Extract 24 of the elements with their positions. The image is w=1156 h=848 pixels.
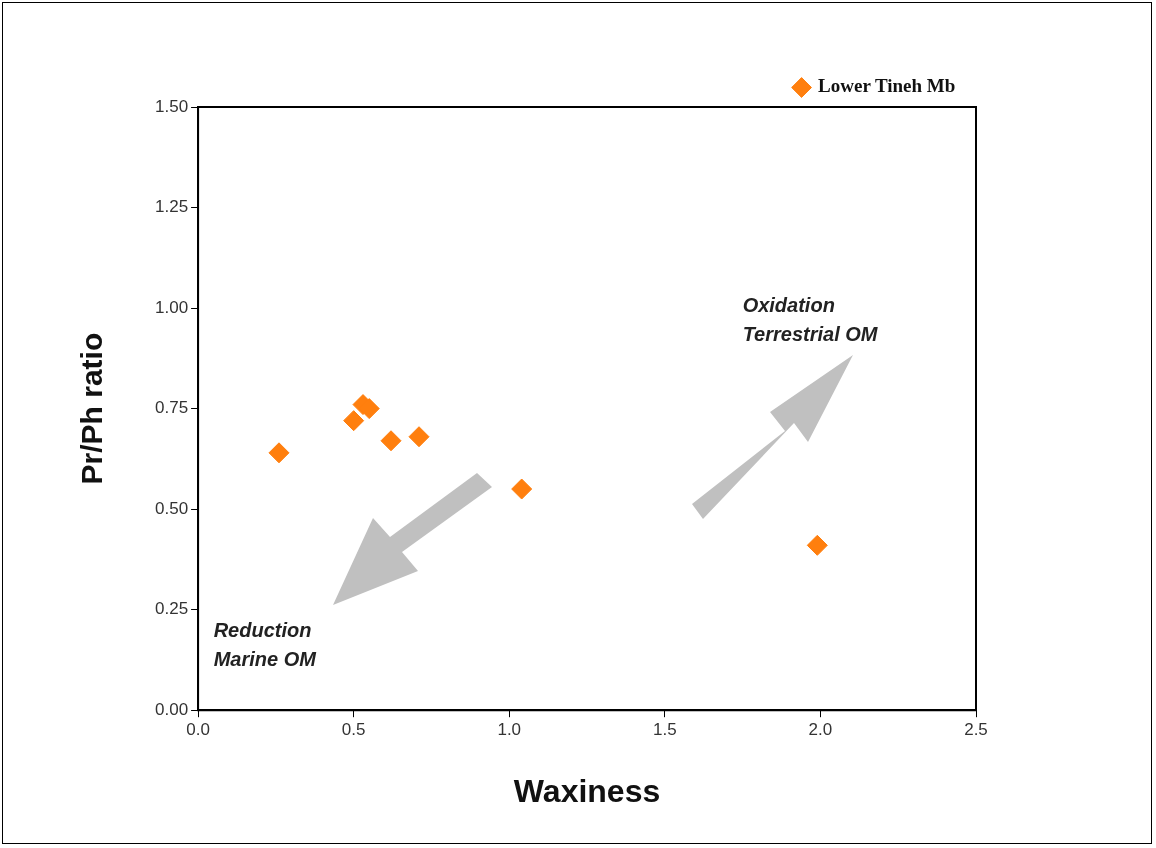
x-tick-label: 1.0 (497, 720, 522, 740)
legend-label: Lower Tineh Mb (818, 75, 956, 97)
point (408, 426, 430, 448)
y-tick-label: 0.75 (154, 398, 189, 418)
annotation: Oxidation Terrestrial OM (742, 293, 879, 345)
x-tick-label: 2.5 (964, 720, 988, 740)
y-tick-label: 0.00 (154, 699, 189, 719)
point (806, 534, 828, 556)
point (380, 430, 402, 452)
y-tick-label: 0.50 (154, 498, 189, 518)
y-axis-title: Pr/Ph ratio (75, 332, 109, 485)
x-tick-label: 0.0 (186, 720, 210, 740)
y-tick-label: 1.25 (154, 197, 189, 217)
y-tick-label: 1.50 (154, 96, 189, 116)
point (511, 478, 533, 500)
y-tick-label: 0.25 (154, 599, 189, 619)
point (343, 410, 365, 432)
x-axis-title: Waxiness (513, 772, 661, 809)
x-tick-label: 0.5 (341, 720, 366, 740)
x-tick-label: 2.0 (808, 720, 833, 740)
point (268, 442, 290, 464)
x-tick-label: 1.5 (653, 720, 677, 740)
y-tick-label: 1.00 (154, 297, 189, 317)
annotation: Reduction Marine OM (213, 619, 318, 671)
